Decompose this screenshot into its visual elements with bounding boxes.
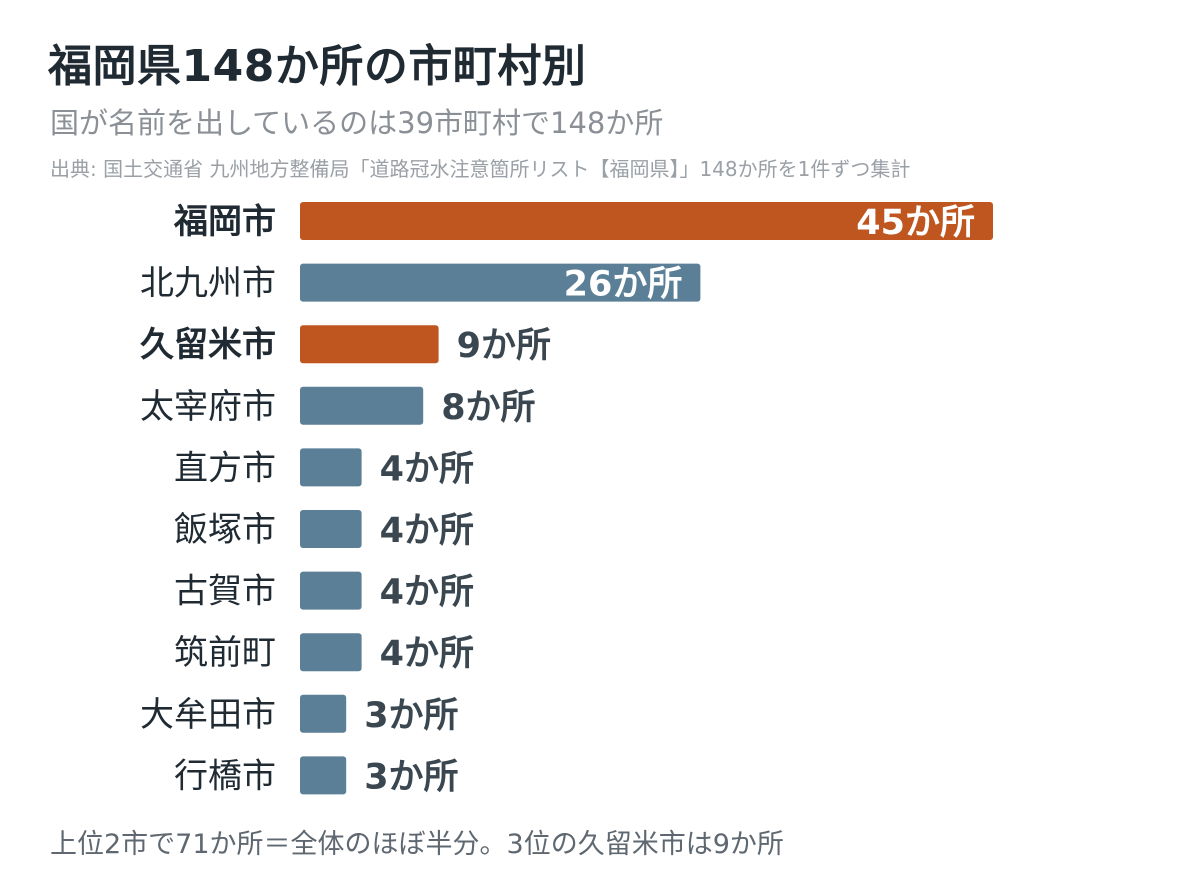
bar-value-label: 4か所 bbox=[380, 573, 474, 613]
category-label: 北九州市 bbox=[140, 264, 276, 304]
bar-value-label: 3か所 bbox=[364, 696, 458, 736]
category-label: 古賀市 bbox=[174, 572, 276, 612]
bar-value-label: 45か所 bbox=[856, 203, 975, 243]
bar-value-label: 9か所 bbox=[457, 326, 551, 366]
chart-source: 出典: 国土交通省 九州地方整備局「道路冠水注意箇所リスト【福岡県】」148か所… bbox=[50, 157, 911, 181]
bar-value-label: 26か所 bbox=[564, 265, 683, 305]
chart-title: 福岡県148か所の市町村別 bbox=[48, 41, 587, 92]
bar-5 bbox=[300, 448, 362, 487]
bar-value-label: 3か所 bbox=[364, 757, 458, 797]
category-label: 福岡市 bbox=[173, 202, 276, 242]
bar-2 bbox=[300, 263, 701, 302]
bar-3 bbox=[300, 325, 439, 364]
chart-footer-note: 上位2市で71か所＝全体のほぼ半分。3位の久留米市は9か所 bbox=[50, 829, 784, 860]
bar-1 bbox=[300, 202, 993, 240]
bar-6 bbox=[300, 510, 362, 548]
bar-value-label: 4か所 bbox=[380, 634, 474, 674]
bar-value-label: 4か所 bbox=[380, 511, 474, 551]
category-label: 大牟田市 bbox=[140, 695, 276, 735]
bar-4 bbox=[300, 386, 424, 425]
category-label: 太宰府市 bbox=[140, 387, 276, 427]
category-label: 筑前町 bbox=[174, 633, 276, 673]
bar-10 bbox=[300, 756, 347, 795]
category-label: 飯塚市 bbox=[174, 510, 276, 550]
category-label: 直方市 bbox=[174, 448, 276, 488]
bar-8 bbox=[300, 633, 362, 672]
bar-value-label: 4か所 bbox=[380, 449, 474, 489]
category-label: 久留米市 bbox=[140, 325, 276, 365]
category-label: 行橋市 bbox=[174, 756, 276, 796]
bar-9 bbox=[300, 694, 347, 733]
bar-value-label: 8か所 bbox=[441, 388, 535, 428]
chart-subtitle: 国が名前を出しているのは39市町村で148か所 bbox=[50, 106, 664, 140]
bar-7 bbox=[300, 571, 362, 610]
